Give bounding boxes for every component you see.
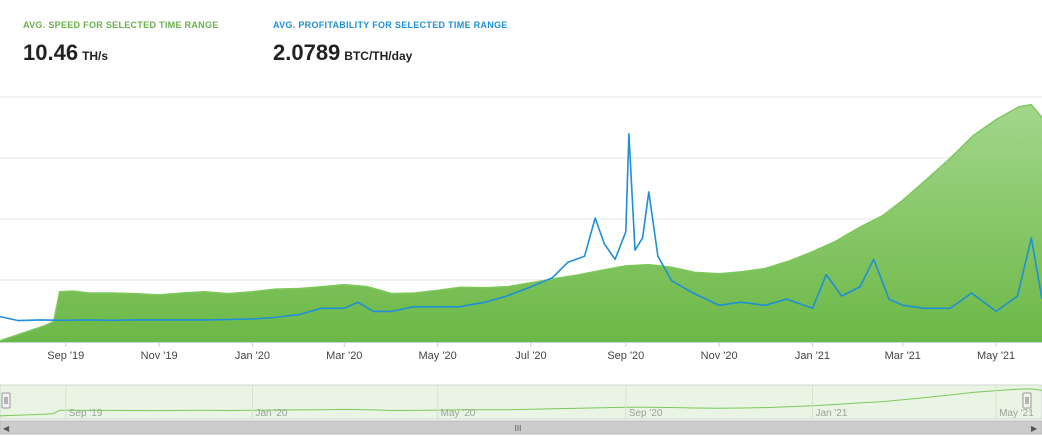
profitability-series (0, 133, 1042, 322)
navigator-tick-label: May '20 (441, 408, 476, 419)
speed-line (0, 103, 1042, 342)
navigator-left-handle[interactable] (1, 392, 11, 409)
avg-speed-label: AVG. SPEED FOR SELECTED TIME RANGE (23, 20, 219, 30)
x-tick-label: Jul '20 (515, 350, 546, 362)
x-tick-label: Nov '20 (701, 350, 738, 362)
avg-profitability-value-row: 2.0789 BTC/TH/day (273, 40, 508, 66)
x-tick-label: May '21 (977, 350, 1015, 362)
profitability-line (0, 133, 1042, 322)
avg-profitability-label: AVG. PROFITABILITY FOR SELECTED TIME RAN… (273, 20, 508, 30)
avg-profitability-unit: BTC/TH/day (344, 49, 413, 63)
navigator-right-handle[interactable] (1022, 392, 1032, 409)
avg-speed-unit: TH/s (82, 49, 109, 63)
avg-speed-value: 10.46 (23, 40, 79, 65)
avg-speed-value-row: 10.46 TH/s (23, 40, 219, 66)
x-tick-label: Sep '20 (607, 350, 644, 362)
scrollbar-grip: III (515, 424, 522, 433)
navigator-tick-label: Sep '20 (629, 408, 663, 419)
navigator-tick-label: Sep '19 (69, 408, 103, 419)
navigator-line (0, 388, 1042, 417)
scroll-left-arrow[interactable]: ◀ (3, 424, 10, 433)
navigator-window (0, 384, 1042, 420)
x-tick-label: Sep '19 (47, 350, 84, 362)
speed-series (0, 103, 1042, 342)
x-axis: Sep '19 Nov '19 Jan '20 Mar '20 May '20 Jul '… (0, 342, 1042, 362)
avg-profitability-stat: AVG. PROFITABILITY FOR SELECTED TIME RAN… (273, 20, 508, 66)
x-tick-label: Jan '20 (235, 350, 270, 362)
x-tick-label: Nov '19 (141, 350, 178, 362)
navigator[interactable]: Sep '19 Jan '20 May '20 Sep '20 Jan '21 May '… (0, 384, 1042, 435)
x-tick-label: Mar '21 (885, 350, 921, 362)
x-tick-label: Mar '20 (326, 350, 362, 362)
navigator-tick-label: Jan '21 (815, 408, 847, 419)
x-tick-label: Jan '21 (795, 350, 830, 362)
x-tick-label: May '20 (419, 350, 457, 362)
avg-profitability-value: 2.0789 (273, 40, 341, 65)
speed-area (0, 104, 1042, 342)
navigator-tick-label: Jan '20 (255, 408, 287, 419)
navigator-tick-label: May '21 (999, 408, 1034, 419)
scrollbar-thumb[interactable] (0, 420, 1042, 435)
avg-speed-stat: AVG. SPEED FOR SELECTED TIME RANGE 10.46… (23, 20, 219, 66)
scroll-right-arrow[interactable]: ▶ (1031, 424, 1038, 433)
